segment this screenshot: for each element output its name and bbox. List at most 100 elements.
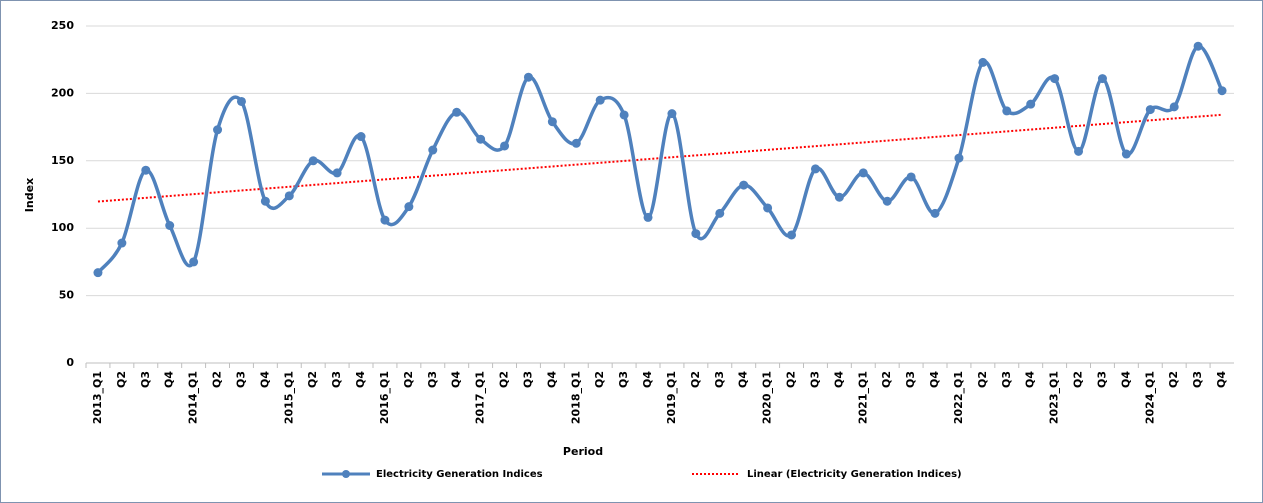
x-tick-label: Q4 xyxy=(737,371,750,388)
x-tick-label: Q3 xyxy=(330,371,343,388)
x-tick-label: Q4 xyxy=(354,371,367,388)
data-point xyxy=(619,110,629,120)
data-point xyxy=(476,134,486,144)
x-tick-label: 2023_Q1 xyxy=(1048,371,1061,424)
data-point xyxy=(500,141,510,151)
legend-label: Linear (Electricity Generation Indices) xyxy=(747,469,962,480)
x-tick-label: Q3 xyxy=(713,371,726,388)
data-point xyxy=(882,196,892,206)
data-point xyxy=(571,138,581,148)
x-tick-label: Q3 xyxy=(1191,371,1204,388)
x-tick-label: Q3 xyxy=(234,371,247,388)
x-tick-label: Q2 xyxy=(306,371,319,388)
x-tick-label: 2017_Q1 xyxy=(474,371,487,424)
x-tick-label: Q4 xyxy=(450,371,463,388)
x-tick-label: Q4 xyxy=(832,371,845,388)
data-point xyxy=(332,168,342,178)
y-tick-label: 50 xyxy=(59,289,75,302)
data-point xyxy=(858,168,868,178)
data-point xyxy=(284,191,294,201)
data-point xyxy=(810,164,820,174)
y-axis-label: Index xyxy=(23,178,36,212)
data-point xyxy=(834,192,844,202)
x-tick-label: 2013_Q1 xyxy=(91,371,104,424)
data-point xyxy=(452,107,462,117)
x-tick-label: Q2 xyxy=(498,371,511,388)
data-point xyxy=(93,268,103,278)
x-tick-label: Q4 xyxy=(1119,371,1132,388)
x-tick-label: Q2 xyxy=(976,371,989,388)
x-tick-label: 2018_Q1 xyxy=(569,371,582,424)
x-tick-label: Q2 xyxy=(689,371,702,388)
x-tick-label: Q4 xyxy=(545,371,558,388)
data-point xyxy=(1026,99,1036,109)
data-point xyxy=(356,132,366,142)
data-point xyxy=(787,230,797,240)
x-tick-label: Q3 xyxy=(808,371,821,388)
y-tick-label: 200 xyxy=(51,86,74,99)
x-tick-label: Q4 xyxy=(258,371,271,388)
data-point xyxy=(739,180,749,190)
data-point xyxy=(308,156,318,166)
x-tick-label: Q4 xyxy=(163,371,176,388)
data-point xyxy=(930,208,940,218)
x-tick-label: Q2 xyxy=(402,371,415,388)
x-tick-label: Q4 xyxy=(928,371,941,388)
data-point xyxy=(667,109,677,119)
data-point xyxy=(141,165,151,175)
data-point xyxy=(260,196,270,206)
y-tick-label: 100 xyxy=(51,221,74,234)
data-point xyxy=(404,202,414,212)
legend-label: Electricity Generation Indices xyxy=(376,469,543,480)
x-tick-label: Q3 xyxy=(1095,371,1108,388)
data-point xyxy=(954,153,964,163)
data-point xyxy=(595,95,605,105)
data-point xyxy=(547,117,557,127)
x-tick-label: Q3 xyxy=(426,371,439,388)
data-point xyxy=(1121,149,1131,159)
data-point xyxy=(1097,74,1107,84)
data-point xyxy=(763,203,773,213)
data-point xyxy=(523,72,533,82)
x-tick-label: Q3 xyxy=(1000,371,1013,388)
data-point xyxy=(117,238,127,248)
data-point xyxy=(715,208,725,218)
x-tick-label: 2019_Q1 xyxy=(665,371,678,424)
x-tick-label: Q2 xyxy=(1167,371,1180,388)
x-tick-label: 2020_Q1 xyxy=(761,371,774,424)
y-tick-label: 250 xyxy=(51,19,74,32)
x-tick-label: Q2 xyxy=(593,371,606,388)
series-line xyxy=(96,44,1224,274)
x-tick-label: Q2 xyxy=(211,371,224,388)
x-tick-label: Q4 xyxy=(1215,371,1228,388)
data-point xyxy=(189,257,199,267)
y-tick-label: 0 xyxy=(66,356,74,369)
x-tick-label: Q2 xyxy=(115,371,128,388)
x-tick-label: Q4 xyxy=(641,371,654,388)
x-tick-label: Q3 xyxy=(521,371,534,388)
x-tick-label: Q2 xyxy=(1072,371,1085,388)
x-tick-label: Q3 xyxy=(139,371,152,388)
x-tick-label: 2024_Q1 xyxy=(1143,371,1156,424)
x-tick-label: 2022_Q1 xyxy=(952,371,965,424)
data-point xyxy=(1002,106,1012,116)
x-tick-label: 2014_Q1 xyxy=(187,371,200,424)
x-tick-label: Q4 xyxy=(1024,371,1037,388)
data-point xyxy=(236,96,246,106)
x-tick-label: 2021_Q1 xyxy=(856,371,869,424)
data-point xyxy=(1193,41,1203,51)
data-point xyxy=(213,125,223,135)
x-tick-label: 2016_Q1 xyxy=(378,371,391,424)
data-point xyxy=(1169,102,1179,112)
x-tick-label: Q3 xyxy=(617,371,630,388)
data-point xyxy=(906,172,916,182)
data-point xyxy=(1217,86,1227,96)
data-point xyxy=(1074,146,1084,156)
data-point xyxy=(691,229,701,239)
data-point xyxy=(428,145,438,155)
x-tick-label: 2015_Q1 xyxy=(282,371,295,424)
data-point xyxy=(380,215,390,225)
x-tick-label: Q2 xyxy=(880,371,893,388)
